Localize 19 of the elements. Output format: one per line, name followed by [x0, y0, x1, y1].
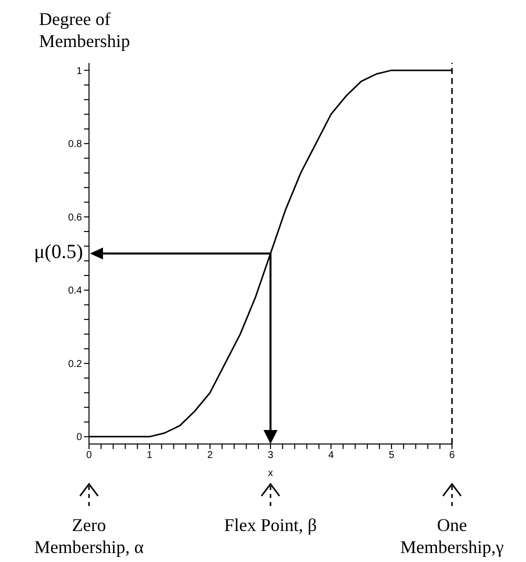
x-tick-label: 6	[449, 450, 456, 462]
x-tick-label: 1	[146, 450, 153, 462]
x-tick-label: 2	[207, 450, 214, 462]
y-tick-label: 0.8	[68, 139, 82, 150]
y-tick-label: 0	[76, 432, 82, 444]
x-tick-label: 4	[328, 450, 334, 462]
annotation: μ(0.5)	[32, 240, 83, 264]
annotation: Zero Membership, α	[33, 514, 145, 558]
y-axis-title: Degree of Membership	[39, 8, 131, 52]
x-tick-label: 5	[388, 450, 395, 462]
y-tick-label: 0.2	[68, 358, 82, 370]
y-tick-label: 0.4	[68, 286, 82, 297]
y-tick-label: 1	[76, 66, 82, 77]
x-tick-label: 3	[268, 450, 274, 462]
x-tick-label: 0	[86, 450, 92, 462]
y-tick-label: 0.6	[68, 212, 82, 224]
annotation: Flex Point, β	[223, 514, 318, 536]
annotation: One Membership,γ	[399, 514, 505, 558]
x-axis-title: x	[267, 468, 274, 479]
